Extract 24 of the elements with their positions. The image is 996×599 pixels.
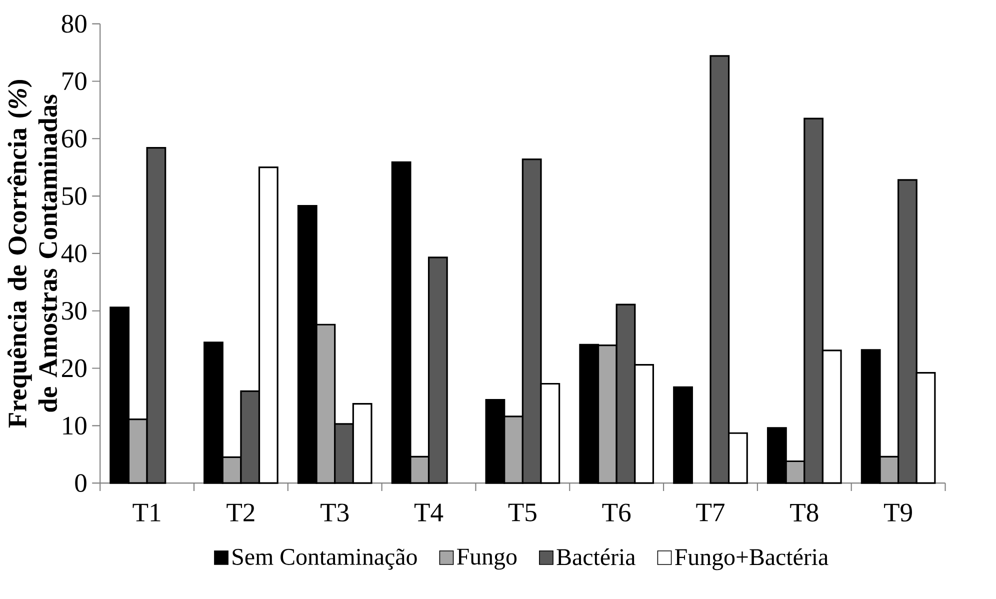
y-tick-label: 30 — [62, 302, 86, 320]
x-tick-label: T8 — [790, 504, 818, 522]
x-tick-label: T6 — [602, 504, 631, 522]
y-tick-label: 50 — [62, 187, 86, 205]
x-tick-label: T5 — [508, 504, 536, 522]
legend-label: Fungo — [457, 548, 517, 570]
bar — [673, 386, 693, 484]
legend-label: Fungo+Bactéria — [675, 548, 828, 570]
y-tick-label: 60 — [62, 130, 86, 148]
legend-label: Sem Contaminação — [232, 548, 417, 570]
y-tick-label: 0 — [75, 474, 86, 492]
x-tick-label: T2 — [226, 504, 254, 522]
legend-label: Bactéria — [556, 548, 636, 566]
y-tick-label: 80 — [62, 14, 86, 33]
y-tick-label: 10 — [63, 416, 86, 435]
y-tick-label: 20 — [62, 359, 86, 378]
x-tick-label: T9 — [884, 504, 912, 522]
y-tick-label: 70 — [62, 72, 86, 90]
x-tick-label: T4 — [414, 504, 444, 522]
x-tick-label: T1 — [132, 504, 160, 522]
y-axis-title: Frequência de Ocorrência (%) de Amostras Contaminadas — [7, 80, 58, 428]
x-tick-label: T3 — [320, 504, 349, 522]
x-tick-label: T7 — [696, 504, 724, 522]
y-tick-label: 40 — [61, 244, 86, 262]
